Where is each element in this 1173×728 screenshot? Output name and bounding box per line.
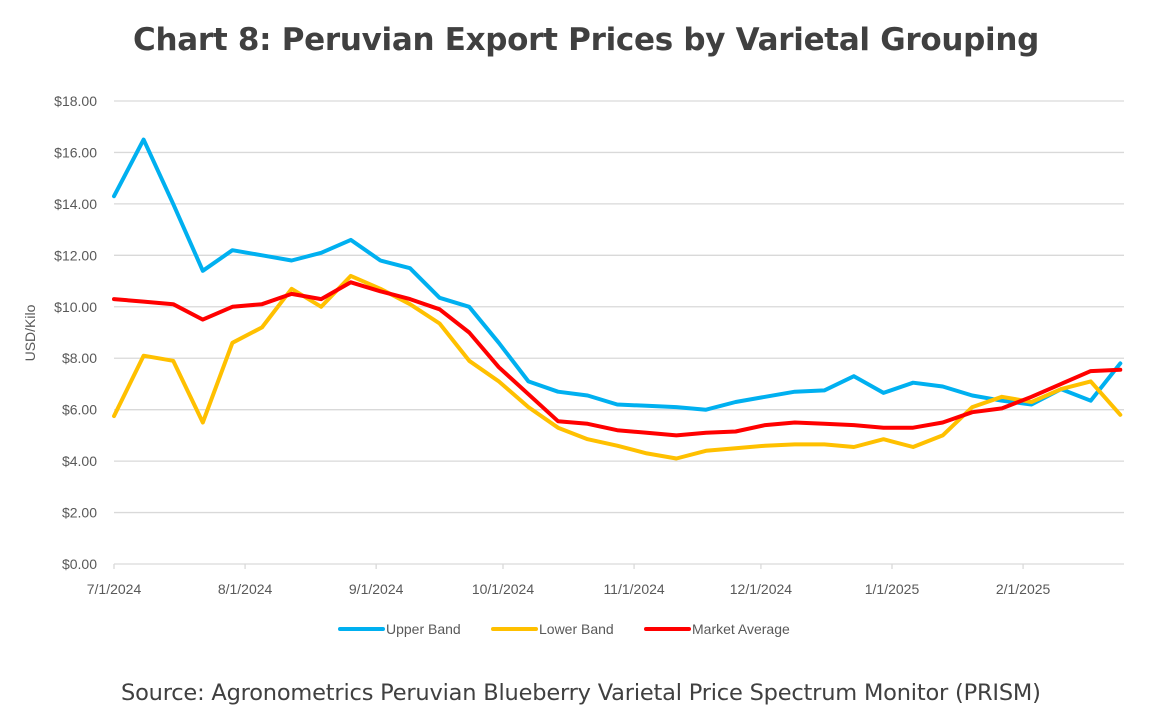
series-lines bbox=[112, 137, 1123, 461]
y-tick-label: $18.00 bbox=[54, 93, 97, 109]
y-tick-label: $12.00 bbox=[54, 247, 97, 263]
x-axis: 7/1/2024 8/1/2024 9/1/2024 10/1/2024 11/1/20… bbox=[87, 564, 1051, 597]
x-tick-label: 11/1/2024 bbox=[603, 581, 664, 597]
y-tick-label: $16.00 bbox=[54, 144, 97, 160]
y-tick-label: $10.00 bbox=[54, 299, 97, 315]
source-note: Source: Agronometrics Peruvian Blueberry… bbox=[121, 680, 1041, 706]
y-tick-label: $2.00 bbox=[62, 505, 97, 521]
legend-item: Lower Band bbox=[491, 621, 614, 637]
x-tick-label: 8/1/2024 bbox=[218, 581, 273, 597]
series-line-upper-band bbox=[112, 137, 1123, 412]
x-tick-label: 9/1/2024 bbox=[349, 581, 404, 597]
legend: Upper Band Lower Band Market Average bbox=[338, 621, 790, 637]
x-tick-label: 7/1/2024 bbox=[87, 581, 142, 597]
y-tick-label: $0.00 bbox=[62, 556, 97, 572]
y-tick-label: $4.00 bbox=[62, 453, 97, 469]
legend-item: Upper Band bbox=[338, 621, 461, 637]
y-axis-title: USD/Kilo bbox=[22, 304, 38, 361]
series-line-lower-band bbox=[112, 273, 1123, 461]
gridlines bbox=[114, 100, 1124, 565]
legend-label: Upper Band bbox=[386, 621, 461, 637]
x-tick-label: 1/1/2025 bbox=[865, 581, 920, 597]
y-axis-ticks: $0.00 $2.00 $4.00 $6.00 $8.00 $10.00 $12.00 $14… bbox=[54, 93, 97, 572]
y-tick-label: $6.00 bbox=[62, 402, 97, 418]
x-tick-label: 12/1/2024 bbox=[730, 581, 792, 597]
y-tick-label: $8.00 bbox=[62, 350, 97, 366]
legend-label: Market Average bbox=[692, 621, 790, 637]
x-tick-label: 2/1/2025 bbox=[996, 581, 1051, 597]
chart-title: Chart 8: Peruvian Export Prices by Varie… bbox=[133, 22, 1040, 58]
legend-label: Lower Band bbox=[539, 621, 614, 637]
x-tick-label: 10/1/2024 bbox=[472, 581, 534, 597]
y-tick-label: $14.00 bbox=[54, 196, 97, 212]
series-line-market-average bbox=[112, 280, 1123, 438]
legend-item: Market Average bbox=[644, 621, 790, 637]
